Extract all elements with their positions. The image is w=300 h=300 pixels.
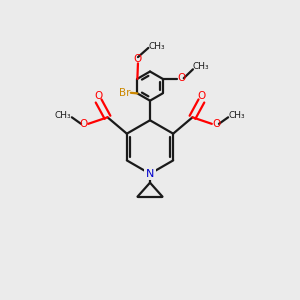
Text: CH₃: CH₃ bbox=[229, 111, 245, 120]
Text: O: O bbox=[212, 119, 221, 129]
Text: O: O bbox=[79, 119, 88, 129]
Text: N: N bbox=[146, 169, 154, 179]
Text: CH₃: CH₃ bbox=[148, 42, 165, 51]
Text: Br: Br bbox=[119, 88, 130, 98]
Text: O: O bbox=[134, 54, 142, 64]
Text: O: O bbox=[178, 73, 186, 83]
Text: CH₃: CH₃ bbox=[193, 62, 210, 71]
Text: CH₃: CH₃ bbox=[55, 111, 71, 120]
Text: O: O bbox=[198, 91, 206, 100]
Text: O: O bbox=[94, 91, 102, 100]
